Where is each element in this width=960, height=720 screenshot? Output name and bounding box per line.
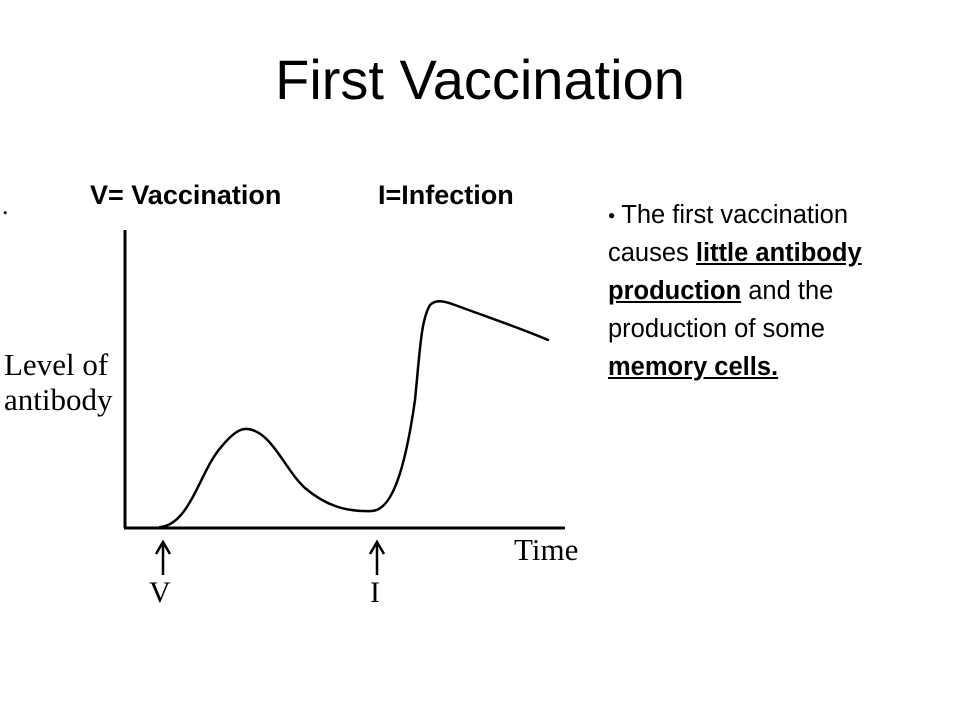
vaccination-marker-label: V <box>149 576 171 609</box>
bullet-intro: The first vaccination causes <box>608 201 849 267</box>
stray-mark: . <box>2 191 9 220</box>
y-axis-label-line2: antibody <box>4 382 113 417</box>
vaccination-arrow-icon <box>154 539 172 575</box>
y-axis-label-line1: Level of <box>4 347 109 382</box>
legend-infection: I=Infection <box>378 180 514 210</box>
infection-marker-label: I <box>370 576 380 609</box>
infection-arrow-icon <box>368 539 386 575</box>
slide-title: First Vaccination <box>275 48 685 111</box>
antibody-curve <box>158 300 550 529</box>
bullet-highlight-memory: memory cells. <box>608 353 779 381</box>
bullet-point: ● The first vaccination causes little ant… <box>608 196 908 386</box>
bullet-dot-icon: ● <box>608 208 616 222</box>
legend-vaccination: V= Vaccination <box>90 180 282 210</box>
bullet-middle: and the production of some <box>608 277 834 343</box>
bullet-highlight-antibody: little antibody production <box>608 239 862 305</box>
x-axis-label: Time <box>514 532 578 567</box>
